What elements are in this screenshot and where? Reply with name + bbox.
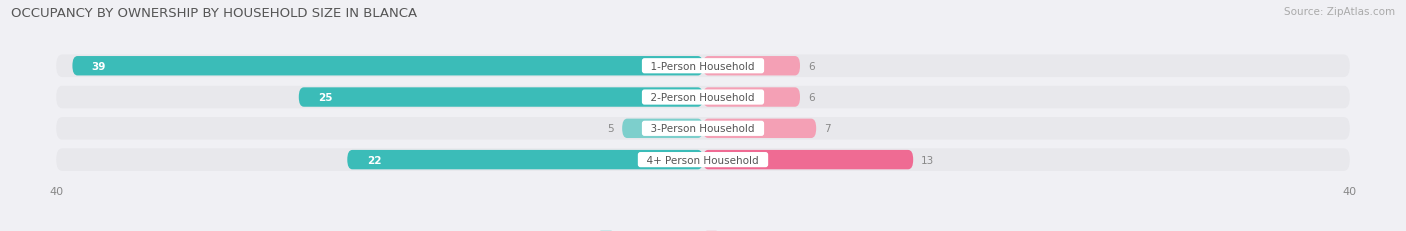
Text: 5: 5 (607, 124, 614, 134)
FancyBboxPatch shape (703, 150, 914, 170)
Text: Source: ZipAtlas.com: Source: ZipAtlas.com (1284, 7, 1395, 17)
Legend: Owner-occupied, Renter-occupied: Owner-occupied, Renter-occupied (596, 226, 810, 231)
Text: OCCUPANCY BY OWNERSHIP BY HOUSEHOLD SIZE IN BLANCA: OCCUPANCY BY OWNERSHIP BY HOUSEHOLD SIZE… (11, 7, 418, 20)
FancyBboxPatch shape (56, 118, 1350, 140)
FancyBboxPatch shape (56, 86, 1350, 109)
Text: 13: 13 (921, 155, 935, 165)
Text: 4+ Person Household: 4+ Person Household (641, 155, 765, 165)
FancyBboxPatch shape (347, 150, 703, 170)
Text: 39: 39 (91, 61, 107, 71)
FancyBboxPatch shape (73, 57, 703, 76)
Text: 1-Person Household: 1-Person Household (644, 61, 762, 71)
Text: 25: 25 (318, 93, 333, 103)
FancyBboxPatch shape (56, 55, 1350, 78)
FancyBboxPatch shape (56, 149, 1350, 171)
Text: 22: 22 (367, 155, 381, 165)
FancyBboxPatch shape (703, 88, 800, 107)
Text: 7: 7 (824, 124, 831, 134)
Text: 6: 6 (808, 61, 814, 71)
FancyBboxPatch shape (621, 119, 703, 138)
Text: 6: 6 (808, 93, 814, 103)
FancyBboxPatch shape (703, 57, 800, 76)
FancyBboxPatch shape (298, 88, 703, 107)
Text: 3-Person Household: 3-Person Household (644, 124, 762, 134)
FancyBboxPatch shape (703, 119, 815, 138)
Text: 2-Person Household: 2-Person Household (644, 93, 762, 103)
